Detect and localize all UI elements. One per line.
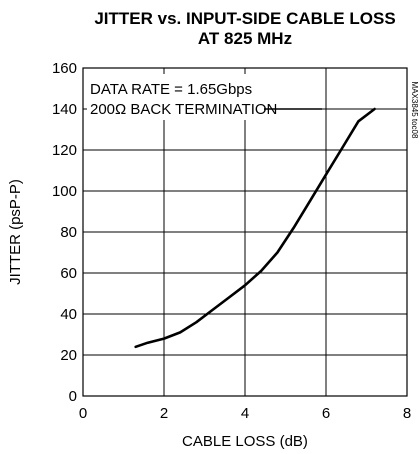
- x-tick-label: 6: [322, 405, 330, 422]
- chart-title: JITTER vs. INPUT-SIDE CABLE LOSS: [94, 9, 395, 28]
- y-axis-label: JITTER (psP-P): [7, 179, 24, 285]
- y-tick-label: 40: [60, 306, 77, 323]
- y-tick-label: 100: [52, 183, 77, 200]
- y-tick-label: 60: [60, 265, 77, 282]
- annotation-data-rate: DATA RATE = 1.65Gbps: [90, 81, 252, 98]
- y-tick-label: 80: [60, 224, 77, 241]
- x-axis-label: CABLE LOSS (dB): [182, 433, 308, 450]
- x-tick-label: 8: [403, 405, 411, 422]
- x-tick-label: 2: [160, 405, 168, 422]
- y-tick-labels: 0 20 40 60 80 100 120 140 160: [52, 60, 77, 405]
- y-tick-label: 20: [60, 347, 77, 364]
- y-tick-label: 140: [52, 101, 77, 118]
- plot-frame: [82, 67, 408, 397]
- y-tick-label: 120: [52, 142, 77, 159]
- x-tick-label: 0: [79, 405, 87, 422]
- x-tick-label: 4: [241, 405, 249, 422]
- chart-subtitle: AT 825 MHz: [198, 29, 292, 48]
- side-reference-label: MAX3845 toc08: [410, 82, 419, 139]
- annotation-backdrop: [87, 74, 267, 120]
- series-line: [134, 107, 376, 349]
- annotation-termination: 200Ω BACK TERMINATION: [90, 101, 277, 118]
- x-tick-labels: 0 2 4 6 8: [79, 405, 411, 422]
- y-tick-label: 0: [69, 388, 77, 405]
- y-tick-label: 160: [52, 60, 77, 77]
